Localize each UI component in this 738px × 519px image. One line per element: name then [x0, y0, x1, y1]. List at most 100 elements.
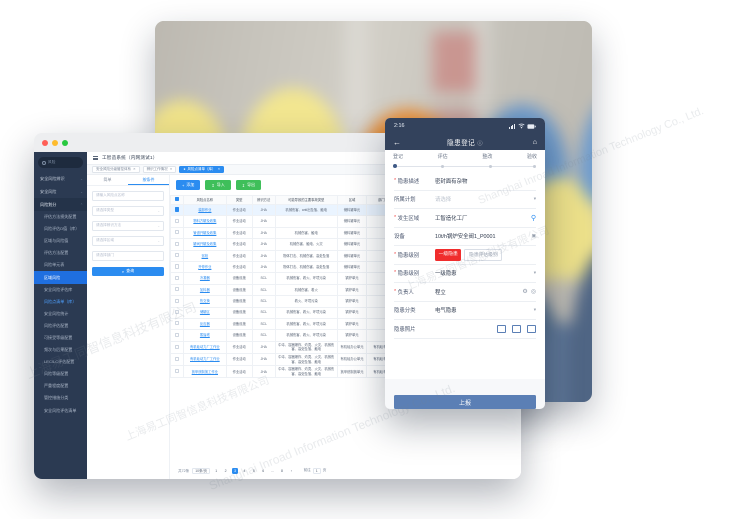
- row-checkbox[interactable]: [174, 321, 180, 326]
- page-6[interactable]: 6: [262, 468, 265, 473]
- table-cell-风险点名称[interactable]: 物料方罐及收集: [183, 215, 227, 228]
- step-dot-2[interactable]: [489, 164, 493, 168]
- form-value-6[interactable]: 程立 ⚙ ◎: [435, 288, 536, 296]
- row-checkbox[interactable]: [174, 241, 180, 246]
- question-circle-icon[interactable]: ⓘ: [477, 141, 483, 147]
- form-value-5[interactable]: 一级隐患 ▾: [435, 269, 536, 277]
- step-label-3[interactable]: 验收: [526, 154, 537, 160]
- form-value-8[interactable]: [435, 324, 536, 333]
- form-value-3[interactable]: 10t/h锅炉安全阀1_P0001 ▣: [435, 232, 536, 240]
- row-checkbox[interactable]: [174, 252, 180, 258]
- toolbar-button-1[interactable]: ↥ 导入: [205, 180, 231, 190]
- sidebar-item-7[interactable]: 风险点清单（库）: [34, 296, 87, 308]
- goto-input[interactable]: 1: [312, 467, 321, 475]
- add-voice-icon[interactable]: [527, 324, 536, 333]
- row-checkbox[interactable]: [174, 287, 180, 292]
- table-cell-风险点名称[interactable]: 氯甲烷制氯工作业: [183, 365, 227, 379]
- sidebar-item-5[interactable]: 区域风险: [34, 271, 87, 284]
- close-icon[interactable]: ✕: [169, 167, 173, 172]
- breadcrumb-tab-2[interactable]: ● 风险点清单（库） ✕: [179, 166, 225, 173]
- row-checkbox[interactable]: [174, 369, 180, 374]
- window-maximize-button[interactable]: [62, 139, 68, 146]
- table-cell-风险点名称[interactable]: 有机硅动力厂工作业: [183, 340, 227, 354]
- filter-field-0[interactable]: 请输入风险点名称: [92, 191, 164, 201]
- search-button[interactable]: ⌕ 查询: [92, 266, 164, 276]
- row-checkbox[interactable]: [174, 218, 180, 223]
- form-row-7[interactable]: 隐患分类 电气隐患 ▾: [394, 302, 536, 320]
- sidebar-item-0[interactable]: 评估方法损失配置: [34, 211, 87, 223]
- sidebar-item-1[interactable]: 风险评估D值（库）: [34, 223, 87, 235]
- page-…[interactable]: …: [270, 468, 275, 473]
- page-size-select[interactable]: 10条/页: [192, 467, 211, 475]
- step-label-0[interactable]: 登记: [393, 154, 404, 160]
- filter-tab-1[interactable]: 按条件: [128, 175, 169, 185]
- toolbar-button-0[interactable]: + 添加: [176, 180, 201, 190]
- row-checkbox[interactable]: [174, 356, 180, 361]
- step-dot-1[interactable]: [441, 164, 445, 168]
- table-cell-风险点名称[interactable]: 热交换: [183, 295, 227, 308]
- sidebar-item-9[interactable]: 风险评估配置: [34, 320, 87, 332]
- step-label-1[interactable]: 评估: [437, 154, 448, 160]
- form-row-3[interactable]: 设备 10t/h锅炉安全阀1_P0001 ▣: [394, 228, 536, 246]
- table-cell-风险点名称[interactable]: 开停作业: [183, 260, 227, 274]
- home-icon[interactable]: ⌂: [532, 138, 537, 146]
- toolbar-button-2[interactable]: ↧ 导出: [235, 180, 262, 190]
- page-8[interactable]: 8: [281, 468, 283, 473]
- row-checkbox[interactable]: [174, 207, 180, 212]
- form-value-1[interactable]: 请选择 ▾: [435, 195, 536, 203]
- page-3[interactable]: 3: [231, 467, 239, 475]
- sidebar-item-6[interactable]: 安全风险评估库: [34, 284, 87, 296]
- user-circle-icon[interactable]: ◎: [530, 289, 536, 296]
- table-cell-风险点名称[interactable]: 冷凝器: [183, 272, 227, 285]
- table-row[interactable]: 氯甲烷制氯工作业 作业活动 JHA 中毒、容器爆炸、灼烫、火灾、机械伤害、高处坠落、触…: [170, 365, 521, 379]
- step-dot-3[interactable]: [533, 164, 537, 168]
- form-value-2[interactable]: 工智造化工厂 ⚲: [435, 214, 536, 222]
- form-row-2[interactable]: * 发生区域 工智造化工厂 ⚲: [394, 209, 536, 228]
- page-4[interactable]: 4: [243, 468, 246, 473]
- breadcrumb-tab-1[interactable]: 辨识工作情况 ✕: [142, 166, 177, 173]
- page-2[interactable]: 2: [224, 468, 227, 473]
- settings-icon[interactable]: ⚙: [522, 289, 528, 296]
- form-row-0[interactable]: * 隐患描述 密封面有杂物: [394, 172, 536, 191]
- form-value-4[interactable]: 一级隐患 隐患评估级别: [435, 248, 536, 261]
- arrow-left-icon[interactable]: ←: [393, 137, 401, 147]
- chevron-down-icon[interactable]: ▾: [533, 307, 536, 313]
- close-icon[interactable]: ✕: [133, 167, 136, 172]
- submit-button[interactable]: 上报: [394, 395, 536, 409]
- add-image-icon[interactable]: [497, 324, 506, 333]
- form-value-0[interactable]: 密封面有杂物: [435, 177, 536, 185]
- row-checkbox[interactable]: [174, 298, 180, 303]
- row-checkbox[interactable]: [174, 264, 180, 269]
- sidebar-item-16[interactable]: 安全风险评估清单: [34, 405, 87, 417]
- filter-field-4[interactable]: 请选择部门: [92, 251, 164, 261]
- form-row-6[interactable]: * 负责人 程立 ⚙ ◎: [394, 283, 536, 302]
- sidebar-item-15[interactable]: 管控措施分类: [34, 392, 87, 404]
- step-dot-0[interactable]: [393, 164, 397, 169]
- chevron-down-icon[interactable]: ▾: [533, 196, 536, 202]
- table-cell-风险点名称[interactable]: 装卸作业: [183, 203, 227, 217]
- step-label-2[interactable]: 整改: [482, 154, 493, 160]
- row-checkbox[interactable]: [174, 230, 180, 235]
- table-cell-风险点名称[interactable]: 蒸馏塔: [183, 329, 227, 342]
- sidebar-group-2[interactable]: 风险划分 ⌃: [34, 198, 87, 211]
- page-5[interactable]: 5: [252, 468, 255, 473]
- segment-option-1[interactable]: 隐患评估级别: [464, 248, 503, 261]
- filter-field-1[interactable]: 请选择类型 ⌄: [92, 206, 164, 216]
- row-checkbox[interactable]: [174, 309, 180, 315]
- add-camera-icon[interactable]: [512, 324, 521, 333]
- sidebar-item-2[interactable]: 区域与风险值: [34, 235, 87, 247]
- table-cell-风险点名称[interactable]: 储罐区: [183, 306, 227, 319]
- sidebar-item-4[interactable]: 风险单元表: [34, 259, 87, 271]
- location-pin-icon[interactable]: ⚲: [530, 214, 536, 222]
- table-cell-风险点名称[interactable]: 罐间开罐及收集: [183, 238, 227, 251]
- sidebar-item-13[interactable]: 风险等级配置: [34, 368, 87, 380]
- form-value-7[interactable]: 电气隐患 ▾: [435, 306, 536, 314]
- select-all-checkbox[interactable]: [174, 197, 180, 202]
- filter-field-2[interactable]: 请选择辨识方法 ⌄: [92, 221, 164, 231]
- window-minimize-button[interactable]: [52, 139, 58, 146]
- sidebar-group-1[interactable]: 安全风险 ⌄: [34, 185, 87, 198]
- sidebar-item-12[interactable]: LEC/LC评估配置: [34, 356, 87, 368]
- breadcrumb-tab-0[interactable]: 安全风险分级管控体系 ✕: [92, 166, 140, 173]
- form-row-5[interactable]: * 隐患级别 一级隐患 ▾: [394, 265, 536, 283]
- sidebar-item-3[interactable]: 评估方法配置: [34, 247, 87, 259]
